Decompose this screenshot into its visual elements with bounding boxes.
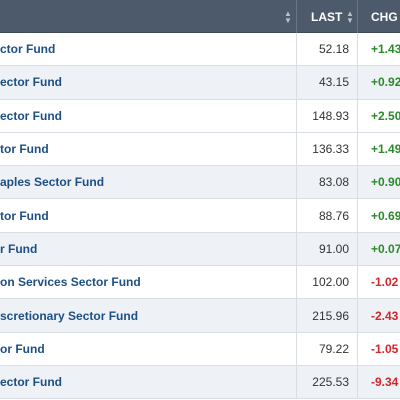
table-row[interactable]: ctor Fund 52.18 +1.43	[0, 33, 400, 67]
price-change: +0.69	[357, 199, 400, 232]
last-price: 148.93	[296, 99, 357, 132]
last-price: 136.33	[296, 132, 357, 166]
last-price: 215.96	[296, 299, 357, 332]
last-column-label: LAST	[311, 9, 343, 24]
price-change: +2.50	[357, 99, 400, 132]
table-row[interactable]: ector Fund 43.15 +0.92	[0, 66, 400, 100]
last-price: 79.22	[296, 332, 357, 365]
price-change: +1.43	[357, 33, 400, 66]
chg-column-header[interactable]: CHG	[357, 0, 400, 33]
fund-name-link[interactable]: ector Fund	[0, 375, 62, 390]
fund-name-link[interactable]: ctor Fund	[0, 42, 56, 57]
price-change: -9.34	[357, 365, 400, 399]
price-change: -2.43	[357, 299, 400, 332]
chg-column-label: CHG	[371, 9, 398, 24]
fund-name-link[interactable]: aples Sector Fund	[0, 175, 105, 190]
price-change: -1.02	[357, 266, 400, 299]
last-price: 225.53	[296, 365, 357, 399]
fund-name-link[interactable]: scretionary Sector Fund	[0, 308, 139, 323]
fund-name-link[interactable]: ector Fund	[0, 75, 62, 90]
price-change: -1.05	[357, 332, 400, 365]
last-price: 83.08	[296, 166, 357, 199]
price-change: +1.49	[357, 132, 400, 166]
table-row[interactable]: aples Sector Fund 83.08 +0.90	[0, 166, 400, 200]
table-header: ▲ ▼ LAST ▲ ▼ CHG	[0, 0, 400, 33]
fund-name-link[interactable]: tor Fund	[0, 142, 49, 157]
table-row[interactable]: tor Fund 88.76 +0.69	[0, 199, 400, 233]
last-column-header[interactable]: LAST	[296, 0, 357, 33]
last-price: 102.00	[296, 266, 357, 299]
name-column-header[interactable]	[0, 0, 296, 33]
table-row[interactable]: or Fund 79.22 -1.05	[0, 332, 400, 366]
table-row[interactable]: on Services Sector Fund 102.00 -1.02	[0, 266, 400, 300]
table-body: ctor Fund 52.18 +1.43 ector Fund 43.15 +0.92 e…	[0, 33, 400, 400]
sort-arrows-icon[interactable]: ▲ ▼	[284, 8, 292, 25]
table-row[interactable]: ector Fund 148.93 +2.50	[0, 99, 400, 133]
sort-arrows-icon[interactable]: ▲ ▼	[346, 8, 354, 25]
fund-name-link[interactable]: ector Fund	[0, 108, 62, 123]
last-price: 43.15	[296, 66, 357, 99]
fund-name-link[interactable]: r Fund	[0, 241, 38, 256]
table-row[interactable]: ector Fund 225.53 -9.34	[0, 365, 400, 400]
last-price: 88.76	[296, 199, 357, 232]
table-row[interactable]: tor Fund 136.33 +1.49	[0, 132, 400, 167]
price-change: +0.90	[357, 166, 400, 199]
last-price: 52.18	[296, 33, 357, 66]
table-row[interactable]: scretionary Sector Fund 215.96 -2.43	[0, 299, 400, 333]
price-change: +0.92	[357, 66, 400, 99]
fund-name-link[interactable]: tor Fund	[0, 208, 49, 223]
table-row[interactable]: r Fund 91.00 +0.07	[0, 232, 400, 267]
fund-name-link[interactable]: or Fund	[0, 341, 45, 356]
last-price: 91.00	[296, 232, 357, 266]
price-change: +0.07	[357, 232, 400, 266]
fund-name-link[interactable]: on Services Sector Fund	[0, 275, 141, 290]
